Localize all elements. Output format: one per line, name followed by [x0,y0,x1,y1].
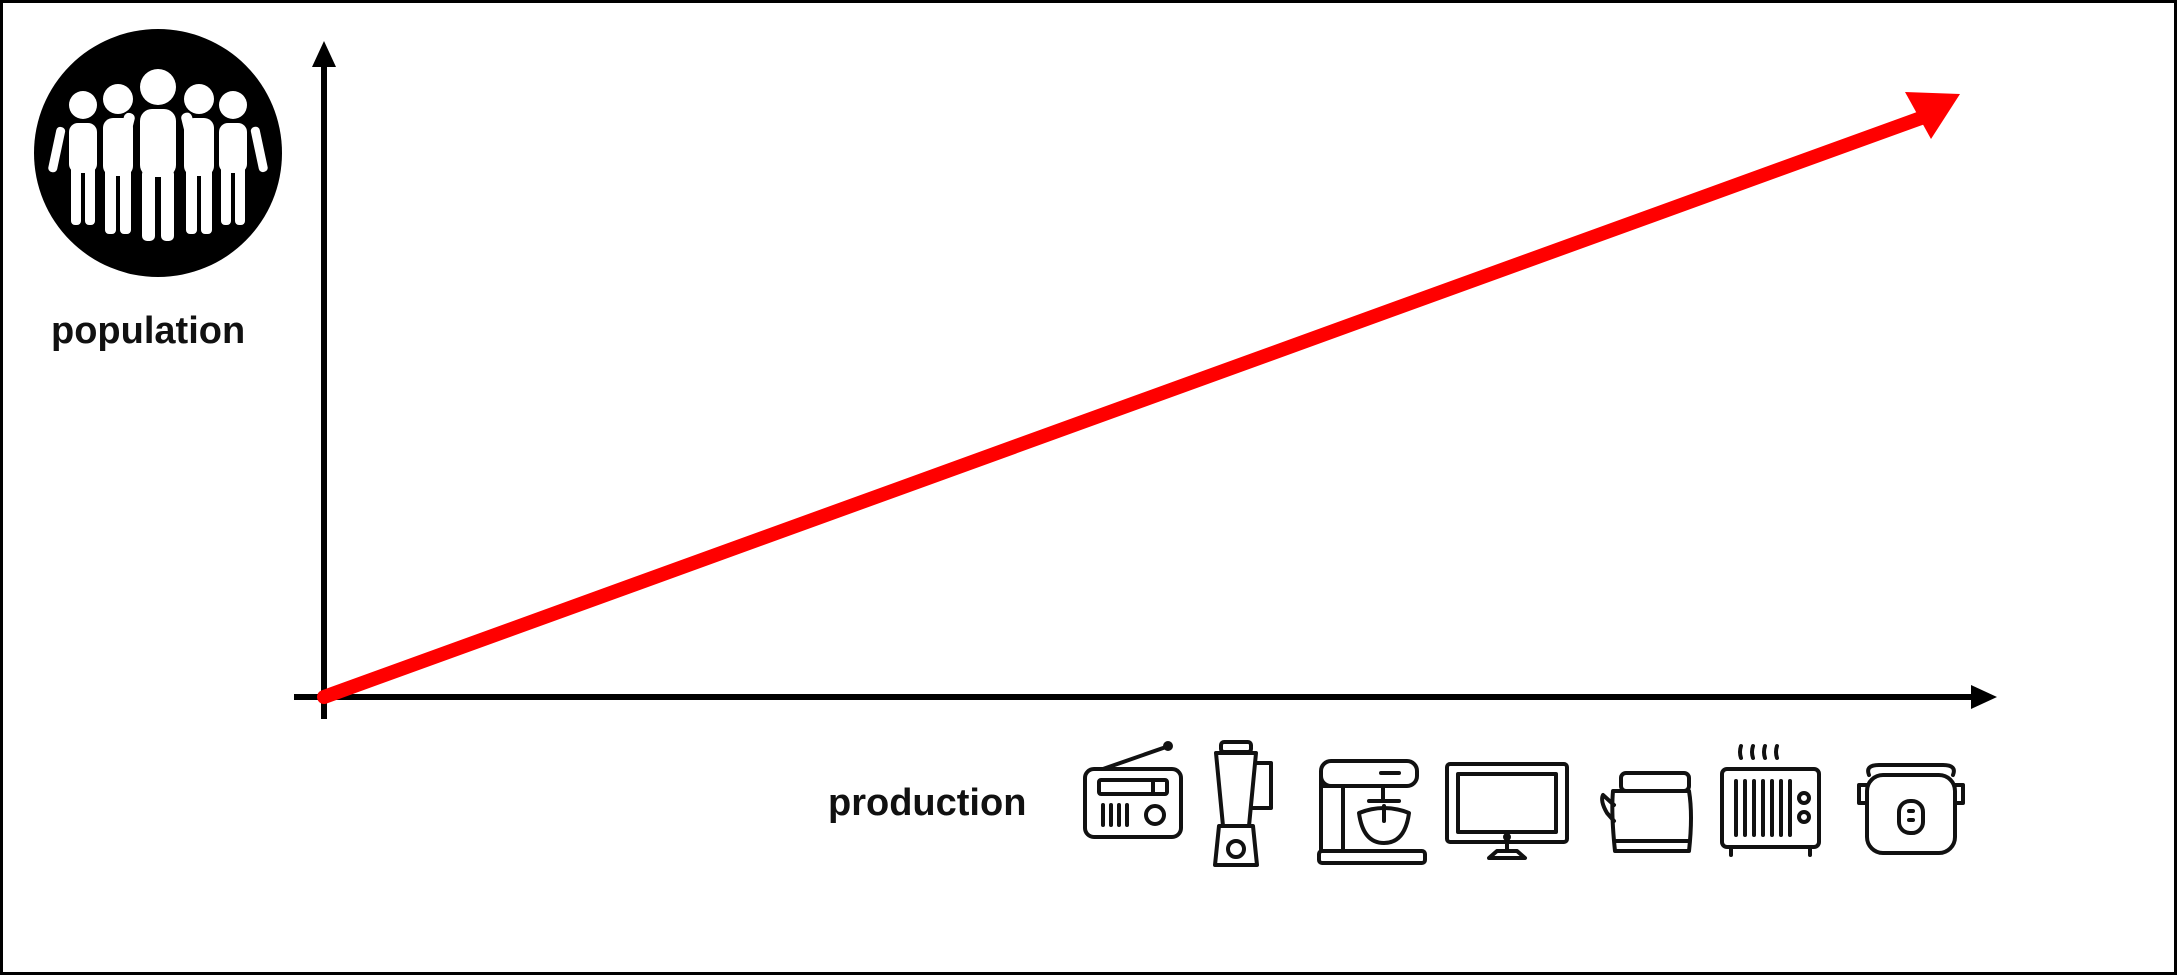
x-axis [294,685,1997,709]
television-icon [1445,762,1569,860]
y-axis-label: population [51,310,245,352]
trend-arrow [317,92,1960,704]
toaster-icon [1720,744,1821,857]
kettle-icon [1600,771,1693,853]
stand-mixer-icon [1317,759,1427,865]
people-group-icon [34,29,282,277]
diagram-svg: population production [34,29,1997,867]
blender-icon [1213,740,1273,867]
diagram-canvas: population production [3,3,2174,972]
rice-cooker-icon [1857,763,1965,855]
y-axis [312,41,336,719]
x-axis-label: production [828,782,1026,824]
radio-icon [1083,741,1183,839]
